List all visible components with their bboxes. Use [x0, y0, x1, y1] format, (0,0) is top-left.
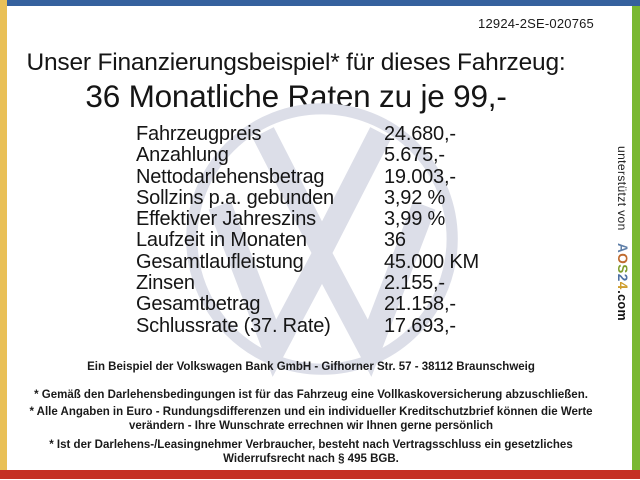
table-row: Zinsen 2.155,- [136, 272, 556, 295]
table-row: Effektiver Jahreszins 3,99 % [136, 208, 556, 231]
row-label: Zinsen [136, 272, 195, 295]
row-value: 24.680,- [384, 123, 456, 145]
bank-address-line: Ein Beispiel der Volkswagen Bank GmbH - … [87, 361, 535, 373]
vw-logo-icon [186, 103, 458, 377]
note-line: Widerrufsrecht nach § 495 BGB. [223, 453, 399, 465]
aos24-letter: S [615, 264, 630, 275]
aos24-letter: O [615, 253, 630, 265]
row-value: 17.693,- [384, 314, 456, 337]
aos24-logo: AOS24 [615, 234, 630, 291]
row-label: Schlussrate (37. Rate) [136, 314, 331, 337]
note-line: * Gemäß den Darlehensbedingungen ist für… [34, 389, 588, 401]
note-line: verändern - Ihre Wunschrate errechnen wi… [128, 420, 494, 432]
note-line: * Alle Angaben in Euro - Rundungsdiffere… [29, 406, 593, 418]
aos24-letter: A [615, 243, 630, 254]
disclaimer-note: * Alle Angaben in Euro - Rundungsdiffere… [10, 405, 612, 433]
row-label: Sollzins p.a. gebunden [136, 186, 334, 209]
row-value: 19.003,- [384, 165, 456, 188]
note-line: * Ist der Darlehens-/Leasingnehmer Verbr… [49, 439, 573, 451]
table-row: Schlussrate (37. Rate) 17.693,- [136, 314, 556, 337]
side-credit: unterstützt von AOS24.com [606, 146, 630, 362]
table-row: Nettodarlehensbetrag 19.003,- [136, 165, 556, 188]
row-label: Gesamtbetrag [136, 293, 261, 316]
frame-top-border [7, 0, 640, 6]
row-label: Gesamtlaufleistung [136, 250, 304, 273]
page-title: Unser Finanzierungsbeispiel* für dieses … [26, 49, 566, 76]
table-row: Anzahlung 5.675,- [136, 144, 556, 167]
row-label: Effektiver Jahreszins [136, 208, 316, 231]
aos24-letter: 2 [615, 274, 630, 283]
disclaimer-note: * Ist der Darlehens-/Leasingnehmer Verbr… [10, 438, 612, 466]
row-label: Anzahlung [136, 144, 229, 167]
table-row: Fahrzeugpreis 24.680,- [136, 123, 556, 145]
domain-suffix: .com [615, 290, 629, 322]
aos24-letter: 4 [615, 282, 630, 291]
row-label: Nettodarlehensbetrag [136, 165, 325, 188]
row-label: Fahrzeugpreis [136, 123, 262, 145]
disclaimer-block: * Gemäß den Darlehensbedingungen ist für… [10, 388, 612, 469]
row-value: 5.675,- [384, 144, 445, 167]
disclaimer-note: * Gemäß den Darlehensbedingungen ist für… [10, 388, 612, 402]
row-value: 2.155,- [384, 272, 445, 295]
row-value: 21.158,- [384, 293, 456, 316]
supported-by-label: unterstützt von [615, 146, 629, 235]
table-row: Gesamtbetrag 21.158,- [136, 293, 556, 316]
table-row: Sollzins p.a. gebunden 3,92 % [136, 186, 556, 209]
row-value: 3,99 % [384, 208, 446, 231]
table-row: Gesamtlaufleistung 45.000 KM [136, 250, 556, 273]
frame-left-border [0, 0, 7, 470]
row-label: Laufzeit in Monaten [136, 229, 307, 252]
row-value: 3,92 % [384, 186, 446, 209]
table-row: Laufzeit in Monaten 36 [136, 229, 556, 252]
vw-logo-watermark [182, 98, 462, 380]
finance-table: Fahrzeugpreis 24.680,- Anzahlung 5.675,-… [136, 123, 556, 337]
frame-bottom-border [0, 470, 640, 479]
frame-right-border [632, 6, 640, 470]
row-value: 36 [384, 229, 406, 252]
row-value: 45.000 KM [384, 250, 479, 273]
document-id: 12924-2SE-020765 [478, 16, 594, 31]
